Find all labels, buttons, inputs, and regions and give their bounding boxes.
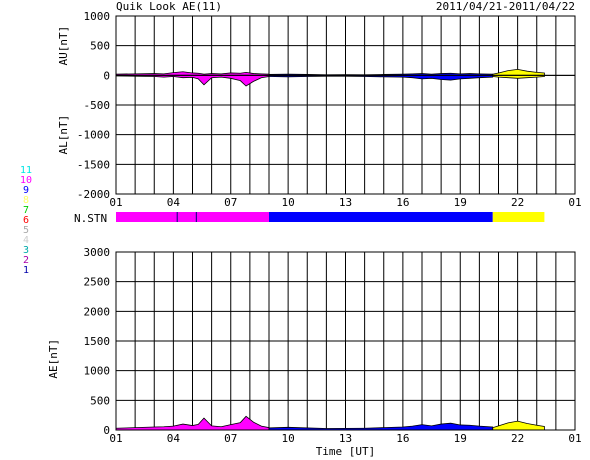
x-tick-label: 01	[568, 196, 581, 209]
station-legend-item: 4	[23, 235, 29, 246]
au-area	[268, 72, 494, 76]
x-tick-label: 10	[282, 432, 295, 445]
au-area	[115, 71, 270, 76]
plot-frame-outline	[115, 15, 576, 195]
x-tick-label: 01	[109, 432, 122, 445]
x-tick-label: 22	[511, 196, 524, 209]
station-count-segment	[492, 212, 545, 222]
au-area	[492, 68, 545, 76]
x-tick-label: 19	[454, 196, 467, 209]
x-tick-label: 04	[167, 196, 181, 209]
x-axis-label: Time [UT]	[316, 445, 376, 458]
x-tick-label: 19	[454, 432, 467, 445]
y-tick-label: 1000	[84, 365, 111, 378]
al-area	[492, 74, 545, 79]
y-tick-label: 3000	[84, 246, 111, 259]
x-tick-label: 07	[224, 196, 237, 209]
x-tick-label: 13	[339, 196, 352, 209]
station-count-label: N.STN	[74, 212, 107, 225]
x-tick-label: 16	[396, 432, 409, 445]
station-legend-item: 8	[23, 195, 29, 206]
al-axis-label: AL[nT]	[57, 115, 70, 155]
ae-area	[268, 422, 494, 431]
station-count-segment	[116, 212, 269, 222]
date-range: 2011/04/21-2011/04/22	[436, 0, 575, 13]
y-tick-label: -2000	[77, 188, 110, 201]
ae-area	[115, 415, 270, 431]
station-count-panel: N.STN	[74, 212, 545, 225]
station-legend-item: 1	[23, 265, 29, 276]
y-tick-label: 2500	[84, 276, 111, 289]
plot-frame-outline	[115, 251, 576, 431]
station-legend-item: 11	[20, 165, 32, 176]
x-tick-label: 01	[568, 432, 581, 445]
ae-area	[492, 420, 545, 431]
station-legend-item: 10	[20, 175, 32, 186]
x-tick-label: 04	[167, 432, 181, 445]
y-tick-label: 1500	[84, 335, 111, 348]
station-legend-item: 2	[23, 255, 29, 266]
y-tick-label: 0	[103, 69, 110, 82]
station-legend-item: 5	[23, 225, 29, 236]
al-area	[115, 74, 270, 87]
x-tick-label: 01	[109, 196, 122, 209]
station-legend-item: 7	[23, 205, 29, 216]
station-count-segment	[269, 212, 493, 222]
x-tick-label: 16	[396, 196, 409, 209]
y-tick-label: 0	[103, 424, 110, 437]
y-tick-label: -1500	[77, 158, 110, 171]
y-tick-label: 500	[90, 394, 110, 407]
x-tick-label: 07	[224, 432, 237, 445]
station-legend-item: 9	[23, 185, 29, 196]
station-legend-item: 6	[23, 215, 29, 226]
chart-header: Quik Look AE(11) 2011/04/21-2011/04/22	[116, 0, 575, 13]
y-tick-label: -500	[84, 99, 111, 112]
y-tick-label: 500	[90, 40, 110, 53]
x-tick-label: 22	[511, 432, 524, 445]
au-axis-label: AU[nT]	[57, 26, 70, 66]
y-tick-label: 1000	[84, 10, 111, 23]
chart-title: Quik Look AE(11)	[116, 0, 222, 13]
station-legend-item: 3	[23, 245, 29, 256]
al-area	[268, 74, 494, 81]
x-tick-label: 10	[282, 196, 295, 209]
y-tick-label: 2000	[84, 305, 111, 318]
x-tick-label: 13	[339, 432, 352, 445]
y-tick-label: -1000	[77, 129, 110, 142]
ae-axis-label: AE[nT]	[47, 339, 60, 379]
